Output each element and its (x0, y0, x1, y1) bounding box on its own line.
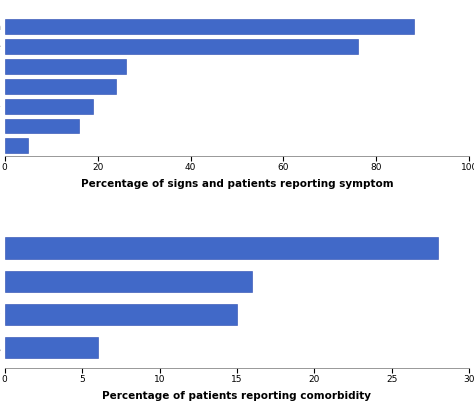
Bar (5, 19, 413, 34)
Bar (5, 59, 126, 74)
Bar (5, 99, 93, 114)
Bar (5, 271, 253, 292)
Bar (5, 39, 358, 54)
Bar (5, 119, 79, 133)
Bar (5, 304, 237, 325)
X-axis label: Percentage of patients reporting comorbidity: Percentage of patients reporting comorbi… (102, 391, 372, 401)
Bar (5, 79, 116, 94)
Bar (5, 237, 438, 259)
Bar (5, 337, 98, 358)
Bar (5, 138, 28, 153)
X-axis label: Percentage of signs and patients reporting symptom: Percentage of signs and patients reporti… (81, 179, 393, 190)
